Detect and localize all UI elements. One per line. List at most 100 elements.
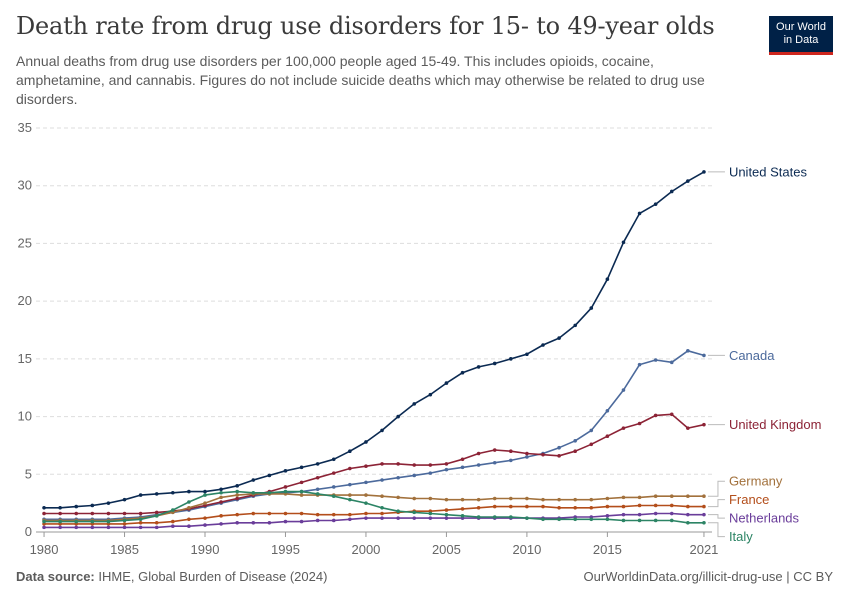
data-point [605, 514, 610, 518]
x-tick-label: 1990 [191, 542, 220, 557]
data-point [557, 336, 561, 340]
data-point [621, 518, 626, 523]
data-point [235, 496, 239, 501]
data-point [74, 525, 79, 530]
data-point [364, 501, 368, 505]
data-point [412, 402, 417, 406]
data-point [380, 494, 384, 499]
data-point [444, 381, 449, 385]
data-point [219, 495, 223, 500]
data-point [251, 478, 256, 482]
x-tick-label: 1980 [30, 542, 59, 557]
chart-title: Death rate from drug use disorders for 1… [16, 12, 715, 40]
data-point [283, 511, 288, 516]
data-point [331, 512, 336, 517]
series-line-united-kingdom [44, 413, 705, 515]
x-tick-label: 2005 [432, 542, 461, 557]
data-point [380, 505, 384, 510]
data-point [235, 489, 239, 494]
data-point [315, 518, 320, 523]
data-point [637, 211, 642, 216]
data-point [669, 518, 674, 523]
owid-logo[interactable]: Our World in Data [769, 16, 833, 55]
data-point [122, 497, 127, 502]
data-point [573, 517, 577, 522]
data-point [605, 517, 610, 522]
data-point [364, 493, 368, 497]
data-point [219, 514, 223, 518]
data-point [122, 525, 127, 530]
data-point [331, 494, 336, 499]
data-point [42, 519, 46, 524]
data-point [541, 504, 545, 509]
data-point [396, 509, 400, 514]
data-point [396, 414, 400, 419]
data-point [364, 516, 368, 520]
data-point [476, 505, 481, 510]
data-point [460, 370, 465, 375]
data-point [171, 490, 175, 495]
chart-subtitle: Annual deaths from drug use disorders pe… [16, 53, 705, 107]
data-point [203, 493, 207, 497]
data-point [58, 525, 62, 530]
data-point [460, 457, 465, 462]
data-point [686, 426, 690, 430]
data-point [686, 179, 690, 183]
data-point [541, 497, 545, 502]
data-point [412, 473, 417, 478]
data-point [42, 505, 46, 510]
credit-link[interactable]: OurWorldinData.org/illicit-drug-use | CC… [583, 569, 834, 584]
data-point [315, 462, 320, 466]
series-label: Italy [729, 529, 753, 544]
series-label: Germany [729, 474, 783, 489]
y-tick-label: 30 [18, 178, 32, 193]
logo-line-1: Our World [776, 21, 826, 33]
data-point [637, 503, 642, 508]
data-point [74, 519, 79, 524]
data-point [90, 503, 95, 508]
data-point [187, 500, 191, 504]
data-point [235, 512, 239, 517]
data-point [492, 460, 497, 465]
data-point [267, 490, 272, 495]
x-tick-label: 2010 [512, 542, 541, 557]
data-point [573, 439, 577, 443]
data-point [492, 515, 497, 519]
data-point [702, 170, 706, 174]
data-point [187, 517, 191, 522]
data-point [331, 485, 336, 489]
data-point [460, 514, 465, 518]
data-point [686, 348, 690, 353]
data-point [42, 525, 46, 530]
data-point [653, 413, 658, 418]
data-point [122, 511, 127, 516]
data-point [42, 511, 46, 516]
data-point [154, 514, 159, 518]
data-point [283, 519, 288, 524]
data-source: Data source: IHME, Global Burden of Dise… [16, 569, 327, 584]
data-point [364, 511, 368, 516]
data-point [589, 428, 594, 433]
data-point [187, 489, 191, 494]
data-point [90, 525, 95, 530]
data-point [653, 503, 658, 508]
data-point [74, 504, 79, 509]
data-point [702, 353, 706, 358]
data-point [90, 519, 95, 524]
data-point [686, 512, 690, 517]
y-tick-label: 5 [25, 466, 32, 481]
logo-line-2: in Data [783, 34, 819, 46]
data-point [637, 421, 642, 426]
data-point [138, 493, 143, 497]
data-point [428, 471, 433, 475]
data-point [573, 497, 577, 502]
data-point [525, 504, 529, 509]
data-point [251, 490, 256, 495]
data-point [605, 496, 610, 501]
data-point [299, 519, 304, 524]
data-point [653, 518, 658, 523]
label-connector [707, 480, 725, 497]
data-point [605, 277, 610, 282]
data-point [702, 422, 706, 427]
data-point [460, 507, 465, 511]
